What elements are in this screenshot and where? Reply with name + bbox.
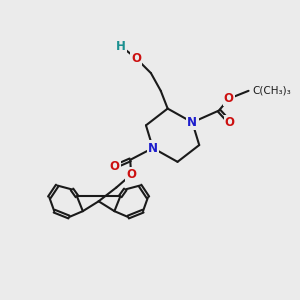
Text: N: N: [148, 142, 158, 154]
Text: O: O: [225, 116, 235, 129]
Text: O: O: [110, 160, 119, 173]
Text: O: O: [131, 52, 141, 65]
Text: N: N: [187, 116, 197, 129]
Text: O: O: [126, 168, 136, 181]
Text: O: O: [224, 92, 234, 105]
Text: C(CH₃)₃: C(CH₃)₃: [253, 86, 291, 96]
Text: H: H: [116, 40, 126, 53]
